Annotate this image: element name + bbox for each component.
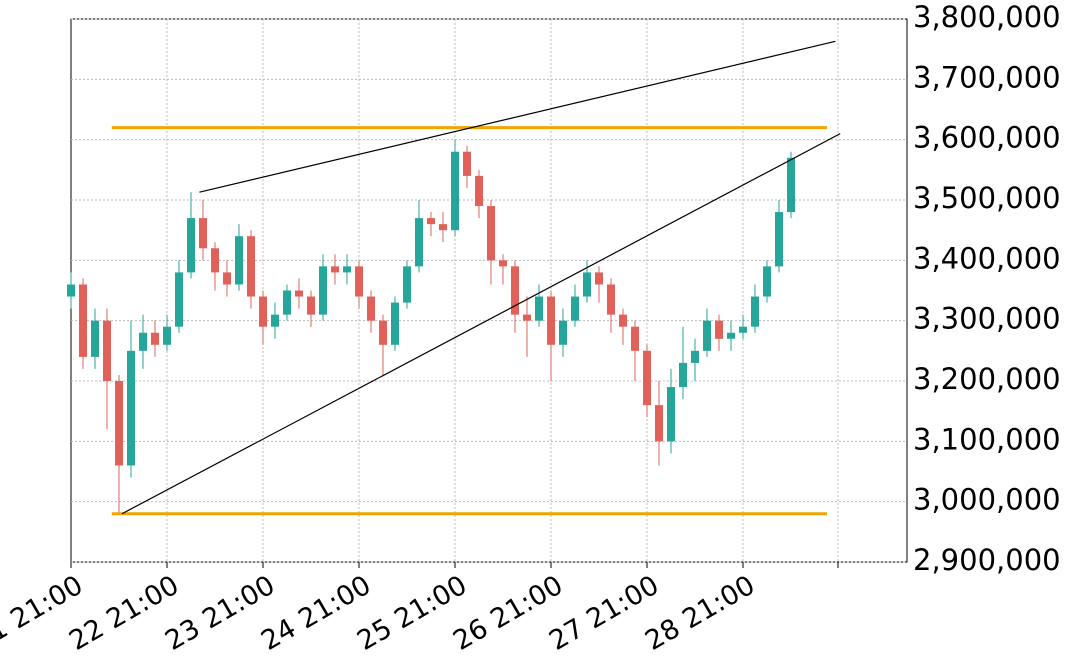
candle-body [499,260,507,267]
candle-body [307,296,315,315]
plot-frame [70,18,908,563]
candle-body [463,151,471,176]
candle-body [223,272,231,285]
candle-body [127,350,135,466]
candle-body [367,296,375,321]
candle-body [331,266,339,273]
candle-body [79,284,87,357]
candle-body [727,332,735,339]
candle-body [211,248,219,273]
candle-body [151,332,159,345]
candle-body [475,175,483,207]
candle-body [91,320,99,357]
candle-body [391,302,399,345]
candle-body [427,218,435,225]
x-tick-label: 24 21:00 [256,570,376,657]
candle-body [547,296,555,345]
x-tick-label: 23 21:00 [160,570,280,657]
y-tick-label: 3,500,000 [913,181,1061,215]
x-tick-label: 28 21:00 [640,570,760,657]
candle-body [679,362,687,388]
candle-body [319,266,327,315]
candle-body [535,296,543,321]
candle-body [103,320,111,381]
candle-body [379,320,387,345]
candle-body [451,151,459,231]
x-tick-label: 27 21:00 [544,570,664,657]
candle-body [175,272,183,327]
candle-body [523,314,531,321]
trend-line [121,133,841,515]
candle-body [187,218,195,273]
candle-body [607,284,615,315]
candle-body [655,405,663,442]
y-tick-label: 3,700,000 [913,60,1061,94]
candle-body [343,266,351,273]
candle-body [511,266,519,315]
candle-body [775,212,783,267]
candle-body [415,218,423,267]
candle-body [643,350,651,406]
candle-body [247,236,255,297]
candle-body [559,320,567,345]
candle-body [259,296,267,327]
candle-body [715,320,723,339]
candle-body [751,296,759,327]
candle-body [787,157,795,213]
candle-body [163,326,171,345]
candle-body [295,290,303,297]
candle-body [403,266,411,303]
candle-body [631,326,639,351]
candle-body [703,320,711,351]
y-tick-label: 3,200,000 [913,362,1061,396]
y-tick-label: 3,400,000 [913,241,1061,275]
y-tick-label: 3,600,000 [913,121,1061,155]
x-tick-label: 22 21:00 [64,570,184,657]
candle-body [67,284,75,297]
y-tick-label: 2,900,000 [913,543,1061,577]
candle-body [595,272,603,285]
y-tick-label: 3,100,000 [913,422,1061,456]
y-tick-label: 3,000,000 [913,483,1061,517]
candle-body [691,350,699,363]
y-tick-label: 3,800,000 [913,0,1061,34]
x-tick-label: 25 21:00 [352,570,472,657]
candle-body [355,266,363,297]
candle-body [271,314,279,327]
trend-line [199,40,836,193]
candle-body [283,290,291,315]
candle-body [439,224,447,231]
y-tick-label: 3,300,000 [913,302,1061,336]
candle-body [199,218,207,249]
candle-body [763,266,771,297]
x-tick-label: 26 21:00 [448,570,568,657]
candle-body [619,314,627,327]
candle-body [583,272,591,297]
candle-body [115,381,123,466]
candle-body [739,326,747,333]
candle-body [571,296,579,321]
candle-body [487,206,495,261]
candle-body [235,236,243,285]
candle-body [139,332,147,351]
candle-body [667,387,675,442]
